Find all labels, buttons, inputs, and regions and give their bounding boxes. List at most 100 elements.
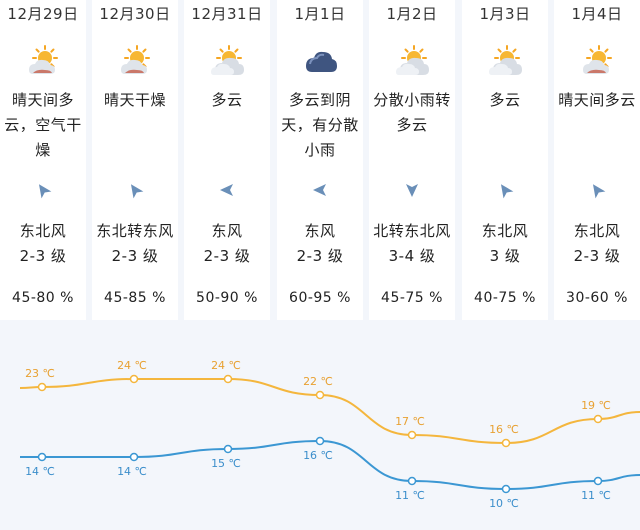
high-temp-label: 17 ℃: [395, 415, 425, 428]
day-date: 12月30日: [99, 5, 171, 23]
wind-arrow-northeast-icon: [592, 184, 606, 199]
low-temp-point: [315, 436, 325, 446]
wind-level: 3 级: [489, 247, 521, 265]
weather-description-line: 多云到阴: [288, 91, 351, 109]
day-date: 1月3日: [479, 5, 531, 23]
day-date: 12月31日: [191, 5, 263, 23]
day-column: 1月2日分散小雨转多云北转东北风 3-4 级 45-75 %: [369, 0, 455, 320]
low-temp-point: [37, 452, 47, 462]
low-temp-label: 11 ℃: [581, 489, 611, 502]
low-temp-label: 15 ℃: [211, 457, 241, 470]
day-date: 1月4日: [571, 5, 623, 23]
day-date: 1月1日: [294, 5, 346, 23]
wind-arrow-northeast-icon: [130, 184, 144, 199]
wind-level: 3-4 级: [388, 247, 436, 265]
wind-direction: 东北风: [481, 222, 529, 240]
wind-arrow-east-icon: [220, 184, 233, 196]
wind-info: 东北风 2-3 级: [0, 219, 92, 269]
high-temp-label: 24 ℃: [211, 359, 241, 372]
high-temp-line: [19, 377, 640, 445]
weather-description-line: 晴天间多云: [558, 91, 636, 109]
weather-description-line: 天，有分散: [281, 116, 359, 134]
wind-info: 北转东北风 3-4 级: [363, 219, 461, 269]
wind-info: 东风 2-3 级: [271, 219, 369, 269]
dark-cloud-icon: [306, 51, 337, 72]
high-temp-label: 19 ℃: [581, 399, 611, 412]
day-column: 1月3日多云东北风 3 级 40-75 %: [462, 0, 548, 320]
low-temp-point: [593, 476, 603, 486]
weather-description: 晴天间多云: [550, 88, 640, 113]
weather-description: 晴天干燥: [88, 88, 182, 113]
high-temp-point: [315, 390, 325, 400]
day-date: 1月2日: [386, 5, 438, 23]
weather-description-line: 云，空气干: [4, 116, 82, 134]
high-temp-point: [501, 438, 511, 448]
wind-direction: 东风: [211, 222, 243, 240]
temperature-chart: 23 ℃ 14 ℃ 24 ℃ 14 ℃ 24 ℃ 15 ℃ 22 ℃ 16 ℃ 17 ℃ 11 ℃…: [19, 359, 640, 510]
weather-description-line: 小雨: [304, 141, 336, 159]
wind-info: 东北风 2-3 级: [548, 219, 640, 269]
humidity-range: 40-75 %: [474, 290, 536, 306]
partly-cloudy-icon: [211, 45, 244, 75]
high-temp-point: [129, 374, 139, 384]
wind-arrow-northeast-icon: [38, 184, 52, 199]
wind-direction: 东北风: [19, 222, 67, 240]
humidity-range: 45-75 %: [381, 290, 443, 306]
weather-description-line: 燥: [35, 141, 51, 159]
day-column: 1月1日 多云到阴 天，有分散 小雨 东风 2-3 级 60-95 %: [277, 0, 363, 320]
weather-description-line: 分散小雨转: [373, 91, 451, 109]
high-temp-label: 22 ℃: [303, 375, 333, 388]
day-date: 12月29日: [7, 5, 79, 23]
weather-description-line: 晴天间多: [11, 91, 74, 109]
wind-arrow-north-icon: [406, 184, 418, 197]
high-temp-point: [37, 382, 47, 392]
weather-description: 多云到阴天，有分散小雨: [273, 88, 367, 163]
low-temp-point: [501, 484, 511, 494]
weather-description-line: 多云: [211, 91, 243, 109]
low-temp-label: 11 ℃: [395, 489, 425, 502]
low-temp-point: [223, 444, 233, 454]
wind-level: 2-3 级: [203, 247, 251, 265]
high-temp-label: 23 ℃: [25, 367, 55, 380]
high-temp-label: 24 ℃: [117, 359, 147, 372]
partly-cloudy-icon: [489, 45, 522, 75]
wind-info: 东北风 3 级: [456, 219, 554, 269]
wind-direction: 东北转东风: [96, 222, 174, 240]
wind-level: 2-3 级: [111, 247, 159, 265]
wind-direction: 北转东北风: [373, 222, 451, 240]
low-temp-point: [407, 476, 417, 486]
weather-description: 晴天间多云，空气干燥: [0, 88, 90, 163]
wind-arrow-east-icon: [313, 184, 326, 196]
humidity-range: 30-60 %: [566, 290, 628, 306]
high-temp-point: [223, 374, 233, 384]
day-column: 1月4日 晴天间多云 东北风 2-3 级 30-60 %: [554, 0, 640, 320]
wind-info: 东北转东风 2-3 级: [86, 219, 184, 269]
sun-cloud-icon: [29, 45, 58, 74]
high-temp-label: 16 ℃: [489, 423, 519, 436]
day-column: 12月29日 晴天间多 云，空气干燥东北风 2-3 级 45-80 %: [0, 0, 86, 320]
sun-cloud-icon: [121, 45, 150, 74]
weather-description-line: 多云: [396, 116, 428, 134]
low-temp-label: 10 ℃: [489, 497, 519, 510]
low-temp-label: 14 ℃: [25, 465, 55, 478]
weather-description: 多云: [180, 88, 274, 113]
low-temp-label: 16 ℃: [303, 449, 333, 462]
humidity-range: 45-80 %: [12, 290, 74, 306]
day-column: 12月31日 多云 东风 2-3 级 50-90 %: [184, 0, 270, 320]
high-temp-point: [407, 430, 417, 440]
partly-cloudy-icon: [396, 45, 429, 75]
low-temp-label: 14 ℃: [117, 465, 147, 478]
high-temp-point: [593, 414, 603, 424]
weather-description: 分散小雨转 多云: [365, 88, 459, 138]
humidity-range: 45-85 %: [104, 290, 166, 306]
sun-cloud-icon: [583, 45, 612, 74]
wind-direction: 东风: [304, 222, 336, 240]
low-temp-point: [129, 452, 139, 462]
wind-arrow-northeast-icon: [500, 184, 514, 199]
wind-direction: 东北风: [573, 222, 621, 240]
humidity-range: 60-95 %: [289, 290, 351, 306]
weather-description: 多云: [458, 88, 552, 113]
wind-info: 东风 2-3 级: [178, 219, 276, 269]
weather-description-line: 多云: [489, 91, 521, 109]
